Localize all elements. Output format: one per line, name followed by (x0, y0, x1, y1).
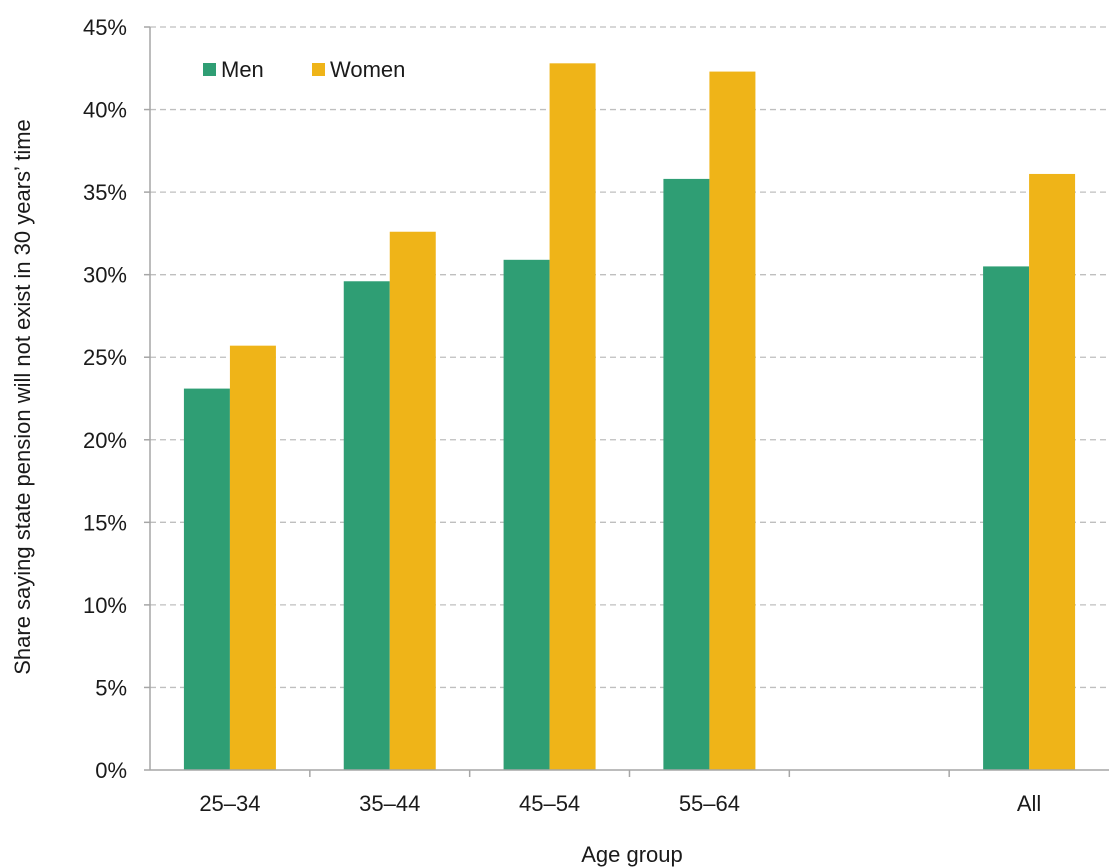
bar-men-25–34 (183, 388, 230, 770)
y-tick-label: 30% (83, 263, 127, 288)
y-tick-label: 0% (95, 758, 127, 783)
bar-women-25–34 (229, 345, 276, 770)
legend-swatch-women (312, 63, 325, 76)
bar-men-45–54 (503, 259, 550, 770)
x-tick-label: 55–64 (679, 791, 740, 816)
x-tick-labels: 25–34 35–44 45–54 55–64 All (199, 791, 1041, 816)
gridlines (144, 26, 1109, 771)
x-tick-label: All (1017, 791, 1041, 816)
y-tick-label: 25% (83, 345, 127, 370)
x-axis-title: Age group (581, 842, 683, 867)
bar-women-45–54 (549, 63, 596, 770)
y-tick-label: 35% (83, 180, 127, 205)
legend: Men Women (203, 57, 405, 82)
bars (183, 63, 1076, 771)
x-tick-label: 35–44 (359, 791, 420, 816)
x-tick-label: 45–54 (519, 791, 580, 816)
bar-women-55–64 (709, 71, 756, 770)
bar-women-35–44 (389, 231, 436, 770)
legend-label-women: Women (330, 57, 405, 82)
y-tick-label: 45% (83, 15, 127, 40)
y-tick-label: 10% (83, 593, 127, 618)
y-tick-labels: 0% 5% 10% 15% 20% 25% 30% 35% 40% 45% (83, 15, 127, 783)
legend-label-men: Men (221, 57, 264, 82)
bar-men-55–64 (663, 178, 710, 770)
axes (149, 27, 1109, 777)
y-tick-label: 15% (83, 510, 127, 535)
x-tick-label: 25–34 (199, 791, 260, 816)
y-axis-title: Share saying state pension will not exis… (10, 119, 35, 675)
y-tick-label: 40% (83, 98, 127, 123)
y-tick-label: 5% (95, 675, 127, 700)
bar-men-35–44 (343, 281, 390, 770)
bar-men-All (983, 266, 1030, 770)
bar-women-All (1029, 173, 1076, 771)
legend-swatch-men (203, 63, 216, 76)
y-tick-label: 20% (83, 428, 127, 453)
